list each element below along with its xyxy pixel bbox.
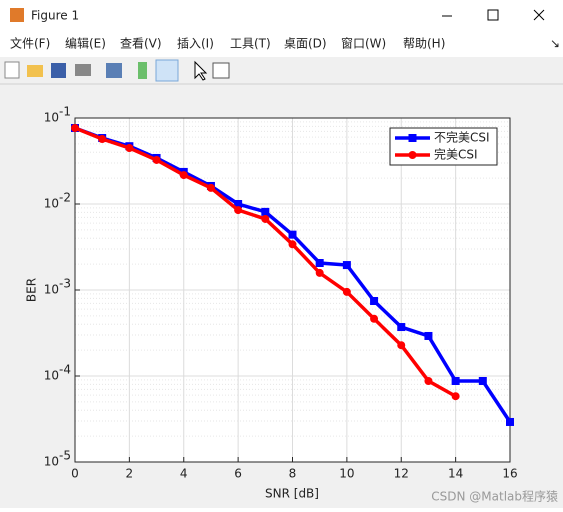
y-axis-label: BER: [25, 278, 39, 302]
data-point: [451, 376, 460, 385]
new-icon[interactable]: [4, 61, 20, 79]
menu-bar: [0, 31, 563, 57]
legend-marker: [408, 151, 417, 159]
x-tick-label: 10: [339, 467, 354, 481]
legend-marker: [408, 134, 417, 142]
data-point: [506, 417, 514, 426]
data-point: [397, 323, 406, 332]
data-point: [179, 171, 188, 180]
menu-arrow[interactable]: ↘: [550, 37, 560, 51]
pointer-icon[interactable]: [194, 60, 208, 81]
menu-item[interactable]: 文件(F): [10, 36, 50, 51]
data-point: [98, 134, 107, 143]
data-point: [315, 268, 324, 277]
menu-group: 文件(F) 编辑(E) 查看(V) 插入(I) 工具(T) 桌面(D) 窗口(W) 帮助(H): [10, 36, 445, 51]
menu-item[interactable]: 编辑(E): [65, 36, 106, 51]
x-tick-label: 12: [394, 467, 409, 481]
close-button[interactable]: [533, 9, 545, 21]
x-tick-label: 0: [71, 467, 79, 481]
data-point: [424, 376, 433, 385]
legend-label: 不完美CSI: [434, 130, 490, 145]
y-tick-label: 10: [44, 197, 59, 211]
y-tick-exponent: -2: [59, 191, 71, 205]
legend-box: [389, 127, 498, 166]
watermark: CSDN @Matlab程序猿: [431, 489, 558, 504]
menu-item[interactable]: 工具(T): [230, 37, 271, 51]
data-point: [370, 314, 379, 323]
y-tick-exponent: -3: [59, 277, 71, 291]
toolbar: [4, 59, 230, 82]
y-tick-exponent: -4: [59, 363, 71, 377]
save-icon[interactable]: [51, 63, 66, 78]
data-point: [234, 206, 243, 215]
window-title: Figure 1: [31, 9, 79, 23]
x-axis-label: SNR [dB]: [265, 487, 319, 501]
title-bar: [0, 0, 563, 31]
x-tick-label: 8: [289, 467, 297, 481]
open-icon[interactable]: [27, 65, 43, 77]
data-point: [288, 240, 297, 249]
data-point: [451, 392, 460, 401]
data-point: [261, 207, 270, 216]
x-tick-label: 6: [234, 467, 242, 481]
y-tick-label: 10: [44, 369, 59, 383]
data-point: [234, 200, 243, 208]
print-icon[interactable]: [75, 64, 91, 76]
data-point: [261, 214, 270, 223]
data-point: [125, 143, 134, 152]
property-icon[interactable]: [212, 62, 230, 79]
menu-item[interactable]: 查看(V): [120, 37, 162, 51]
y-tick-label: 10: [44, 455, 59, 469]
y-tick-exponent: -1: [59, 105, 71, 119]
x-tick-label: 14: [448, 467, 463, 481]
data-point: [424, 331, 433, 340]
legend-label: 完美CSI: [434, 147, 478, 162]
data-point: [288, 230, 297, 239]
data-point: [370, 296, 379, 305]
axes-box: [74, 117, 511, 463]
data-point: [342, 261, 351, 270]
x-tick-label: 16: [502, 467, 517, 481]
maximize-button[interactable]: [487, 9, 499, 21]
y-tick-label: 10: [44, 111, 59, 125]
x-tick-label: 2: [126, 467, 134, 481]
data-point: [397, 341, 406, 350]
y-tick-label: 10: [44, 283, 59, 297]
menu-item[interactable]: 帮助(H): [403, 37, 445, 51]
y-tick-exponent: -5: [59, 449, 71, 463]
colorbar-icon[interactable]: [138, 62, 147, 79]
data-point: [71, 124, 79, 133]
menu-item[interactable]: 插入(I): [177, 37, 214, 51]
menu-item[interactable]: 窗口(W): [341, 37, 386, 51]
export-icon[interactable]: [106, 63, 122, 78]
x-tick-label: 4: [180, 467, 188, 481]
data-point: [315, 259, 324, 268]
data-point: [152, 155, 161, 164]
menu-item[interactable]: 桌面(D): [284, 37, 327, 51]
data-point: [478, 376, 487, 385]
app-icon: [10, 8, 24, 22]
data-point: [342, 287, 351, 296]
data-point: [206, 183, 215, 192]
legend-icon[interactable]: [155, 59, 179, 82]
